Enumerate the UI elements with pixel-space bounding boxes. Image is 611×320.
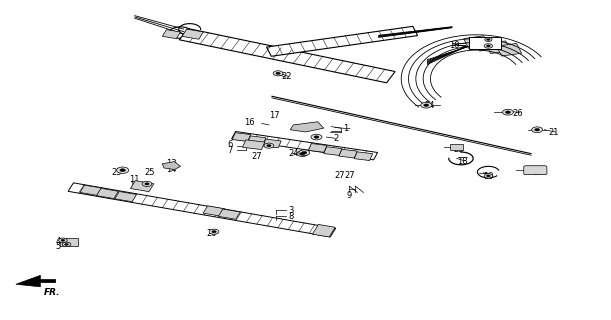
Circle shape [61,239,65,241]
Circle shape [209,229,219,234]
Text: 11: 11 [129,175,139,184]
FancyBboxPatch shape [243,140,265,149]
Circle shape [299,150,310,156]
Text: 2: 2 [333,134,338,143]
FancyBboxPatch shape [497,44,522,56]
Text: 25: 25 [144,168,155,177]
Circle shape [302,151,307,154]
Text: FR.: FR. [43,288,60,297]
Text: 9: 9 [347,190,352,200]
Text: 8: 8 [288,212,294,221]
Circle shape [297,151,308,156]
Circle shape [421,102,432,108]
FancyBboxPatch shape [163,30,180,39]
Circle shape [532,127,543,132]
FancyBboxPatch shape [309,144,327,152]
Text: 23: 23 [453,145,464,154]
Circle shape [273,71,283,76]
FancyBboxPatch shape [464,36,489,48]
Circle shape [62,242,71,247]
FancyBboxPatch shape [97,188,119,199]
Circle shape [212,230,216,233]
Text: 24: 24 [425,101,435,110]
Circle shape [59,238,67,243]
FancyBboxPatch shape [475,38,500,51]
Circle shape [485,38,492,42]
Circle shape [145,183,149,185]
FancyBboxPatch shape [182,29,203,39]
Text: 19: 19 [483,172,494,181]
Text: 26: 26 [513,109,524,118]
Text: 6: 6 [227,140,233,149]
Polygon shape [266,26,418,56]
Circle shape [487,39,490,40]
FancyBboxPatch shape [524,166,547,175]
Circle shape [142,181,152,187]
Text: 24: 24 [288,149,299,158]
FancyBboxPatch shape [130,180,154,192]
Circle shape [314,136,319,138]
FancyBboxPatch shape [324,147,342,156]
Circle shape [484,174,492,178]
FancyBboxPatch shape [450,144,463,150]
Circle shape [486,175,490,177]
Text: 25: 25 [112,168,122,177]
Circle shape [267,145,271,147]
FancyBboxPatch shape [60,238,78,246]
Text: 21: 21 [548,128,558,137]
FancyBboxPatch shape [232,133,251,141]
Circle shape [276,72,280,75]
Text: 20: 20 [207,229,218,238]
Circle shape [535,128,540,131]
Bar [469,37,500,49]
Circle shape [117,167,129,173]
Text: 22: 22 [281,72,291,81]
Text: 1: 1 [343,124,348,133]
Text: 7: 7 [227,146,233,155]
Polygon shape [163,162,180,170]
FancyBboxPatch shape [218,209,240,219]
Circle shape [264,143,274,148]
Text: 5: 5 [56,242,61,251]
Polygon shape [179,28,395,83]
Circle shape [300,152,305,155]
Polygon shape [16,275,56,287]
Text: 3: 3 [288,206,294,215]
FancyBboxPatch shape [80,185,102,196]
Circle shape [502,109,513,115]
Polygon shape [232,132,378,160]
FancyBboxPatch shape [247,136,266,145]
Circle shape [424,104,429,107]
Text: 12: 12 [129,181,139,190]
Text: 27: 27 [345,172,355,180]
Text: 10: 10 [448,41,459,50]
Text: 15: 15 [532,168,543,177]
FancyBboxPatch shape [486,41,511,53]
Text: 4: 4 [56,237,61,246]
Circle shape [311,134,322,140]
Text: 27: 27 [252,152,263,161]
Text: 14: 14 [167,165,177,174]
Text: 27: 27 [335,172,345,180]
Text: 18: 18 [456,157,467,166]
Text: 13: 13 [167,159,177,168]
Polygon shape [68,183,335,237]
Circle shape [65,244,68,245]
FancyBboxPatch shape [312,224,335,237]
Circle shape [486,45,490,47]
Polygon shape [290,122,324,132]
FancyBboxPatch shape [263,139,281,148]
FancyBboxPatch shape [203,206,225,216]
Circle shape [484,44,492,48]
Circle shape [120,169,125,172]
Text: 17: 17 [269,111,280,120]
FancyBboxPatch shape [339,149,357,158]
FancyBboxPatch shape [354,152,373,161]
Text: 16: 16 [244,118,255,127]
FancyBboxPatch shape [115,192,137,202]
Circle shape [505,111,510,114]
